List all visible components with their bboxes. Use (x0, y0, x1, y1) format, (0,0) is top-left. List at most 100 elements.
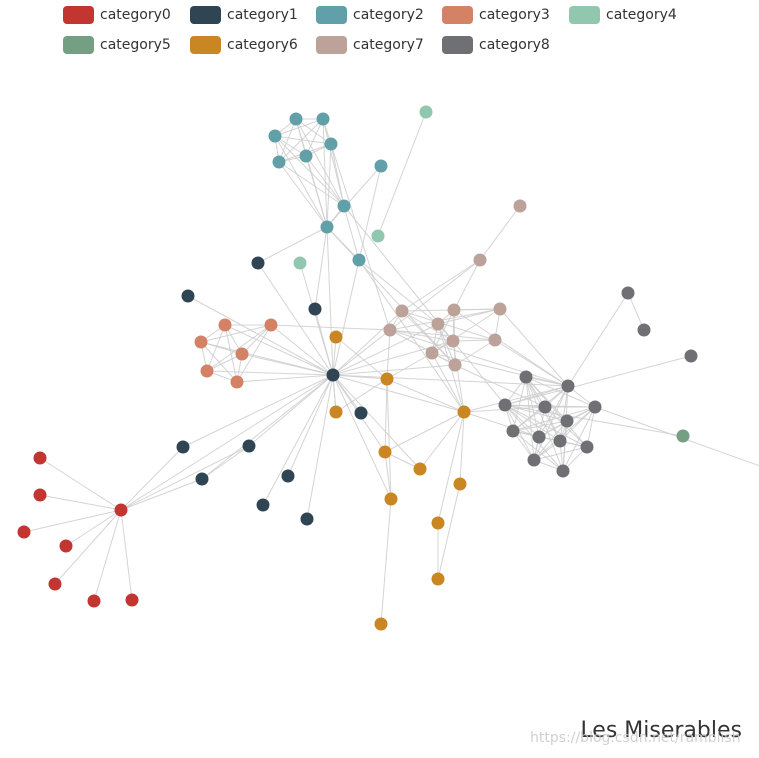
graph-edge (586, 406, 596, 448)
graph-node-category6[interactable] (413, 462, 427, 476)
graph-node-category1[interactable] (256, 498, 270, 512)
graph-node-category1[interactable] (281, 469, 295, 483)
graph-node-category7[interactable] (448, 358, 462, 372)
graph-node-category2[interactable] (352, 253, 366, 267)
graph-node-category1[interactable] (251, 256, 265, 270)
graph-edge (389, 308, 501, 331)
graph-node-category2[interactable] (299, 149, 313, 163)
graph-node-category8[interactable] (621, 286, 635, 300)
graph-node-category6[interactable] (384, 492, 398, 506)
legend-item-category1[interactable]: category1 (190, 6, 298, 24)
graph-node-category0[interactable] (48, 577, 62, 591)
graph-node-category3[interactable] (230, 375, 244, 389)
graph-node-category6[interactable] (431, 572, 445, 586)
graph-node-category1[interactable] (326, 368, 340, 382)
graph-node-category7[interactable] (431, 317, 445, 331)
legend-label: category4 (606, 7, 677, 23)
legend-item-category5[interactable]: category5 (63, 36, 171, 54)
graph-node-category0[interactable] (87, 594, 101, 608)
graph-node-category4[interactable] (371, 229, 385, 243)
graph-node-category6[interactable] (453, 477, 467, 491)
graph-node-category1[interactable] (181, 289, 195, 303)
graph-node-category2[interactable] (272, 155, 286, 169)
graph-node-category4[interactable] (419, 105, 433, 119)
graph-node-category7[interactable] (425, 346, 439, 360)
graph-node-category0[interactable] (114, 503, 128, 517)
graph-node-category7[interactable] (488, 333, 502, 347)
graph-node-category8[interactable] (553, 434, 567, 448)
legend-label: category6 (227, 37, 298, 53)
graph-node-category8[interactable] (556, 464, 570, 478)
graph-edge (262, 374, 334, 506)
graph-node-category6[interactable] (329, 405, 343, 419)
graph-node-category6[interactable] (380, 372, 394, 386)
graph-node-category7[interactable] (513, 199, 527, 213)
legend-label: category1 (227, 7, 298, 23)
graph-node-category0[interactable] (17, 525, 31, 539)
graph-node-category7[interactable] (383, 323, 397, 337)
graph-node-category1[interactable] (242, 439, 256, 453)
legend-label: category5 (100, 37, 171, 53)
graph-node-category8[interactable] (538, 400, 552, 414)
graph-node-category3[interactable] (194, 335, 208, 349)
nodes-layer (17, 105, 698, 631)
graph-node-category8[interactable] (588, 400, 602, 414)
graph-edge (453, 259, 481, 311)
graph-node-category8[interactable] (527, 453, 541, 467)
graph-node-category6[interactable] (374, 617, 388, 631)
graph-node-category7[interactable] (473, 253, 487, 267)
graph-edge (454, 364, 546, 408)
graph-node-category8[interactable] (532, 430, 546, 444)
graph-node-category1[interactable] (300, 512, 314, 526)
graph-node-category6[interactable] (329, 330, 343, 344)
graph-node-category3[interactable] (218, 318, 232, 332)
graph-node-category2[interactable] (268, 129, 282, 143)
graph-node-category2[interactable] (324, 137, 338, 151)
legend-item-category7[interactable]: category7 (316, 36, 424, 54)
graph-node-category8[interactable] (498, 398, 512, 412)
legend-item-category4[interactable]: category4 (569, 6, 677, 24)
graph-edge (332, 374, 421, 470)
legend-item-category6[interactable]: category6 (190, 36, 298, 54)
graph-node-category3[interactable] (235, 347, 249, 361)
graph-node-category4[interactable] (293, 256, 307, 270)
graph-node-category7[interactable] (447, 303, 461, 317)
graph-node-category6[interactable] (378, 445, 392, 459)
graph-node-category2[interactable] (289, 112, 303, 126)
graph-node-category1[interactable] (308, 302, 322, 316)
graph-node-category2[interactable] (374, 159, 388, 173)
legend-item-category0[interactable]: category0 (63, 6, 171, 24)
legend-item-category3[interactable]: category3 (442, 6, 550, 24)
graph-node-category8[interactable] (506, 424, 520, 438)
graph-edge (358, 259, 439, 325)
graph-node-category8[interactable] (519, 370, 533, 384)
graph-node-category8[interactable] (560, 414, 574, 428)
graph-edge (200, 341, 238, 383)
graph-node-category0[interactable] (59, 539, 73, 553)
graph-node-category8[interactable] (637, 323, 651, 337)
graph-node-category3[interactable] (264, 318, 278, 332)
graph-node-category7[interactable] (493, 302, 507, 316)
graph-node-category6[interactable] (431, 516, 445, 530)
graph-node-category2[interactable] (320, 220, 334, 234)
graph-node-category2[interactable] (337, 199, 351, 213)
graph-node-category0[interactable] (33, 451, 47, 465)
graph-node-category1[interactable] (354, 406, 368, 420)
graph-node-category2[interactable] (316, 112, 330, 126)
graph-node-category5[interactable] (676, 429, 690, 443)
legend-item-category2[interactable]: category2 (316, 6, 424, 24)
graph-node-category0[interactable] (33, 488, 47, 502)
graph-node-category8[interactable] (580, 440, 594, 454)
graph-node-category1[interactable] (195, 472, 209, 486)
graph-edge (512, 420, 568, 432)
legend-item-category8[interactable]: category8 (442, 36, 550, 54)
graph-node-category8[interactable] (561, 379, 575, 393)
graph-node-category8[interactable] (684, 349, 698, 363)
graph-node-category1[interactable] (176, 440, 190, 454)
graph-edge (326, 165, 382, 228)
graph-node-category6[interactable] (457, 405, 471, 419)
graph-node-category7[interactable] (446, 334, 460, 348)
graph-node-category3[interactable] (200, 364, 214, 378)
graph-node-category7[interactable] (395, 304, 409, 318)
graph-node-category0[interactable] (125, 593, 139, 607)
